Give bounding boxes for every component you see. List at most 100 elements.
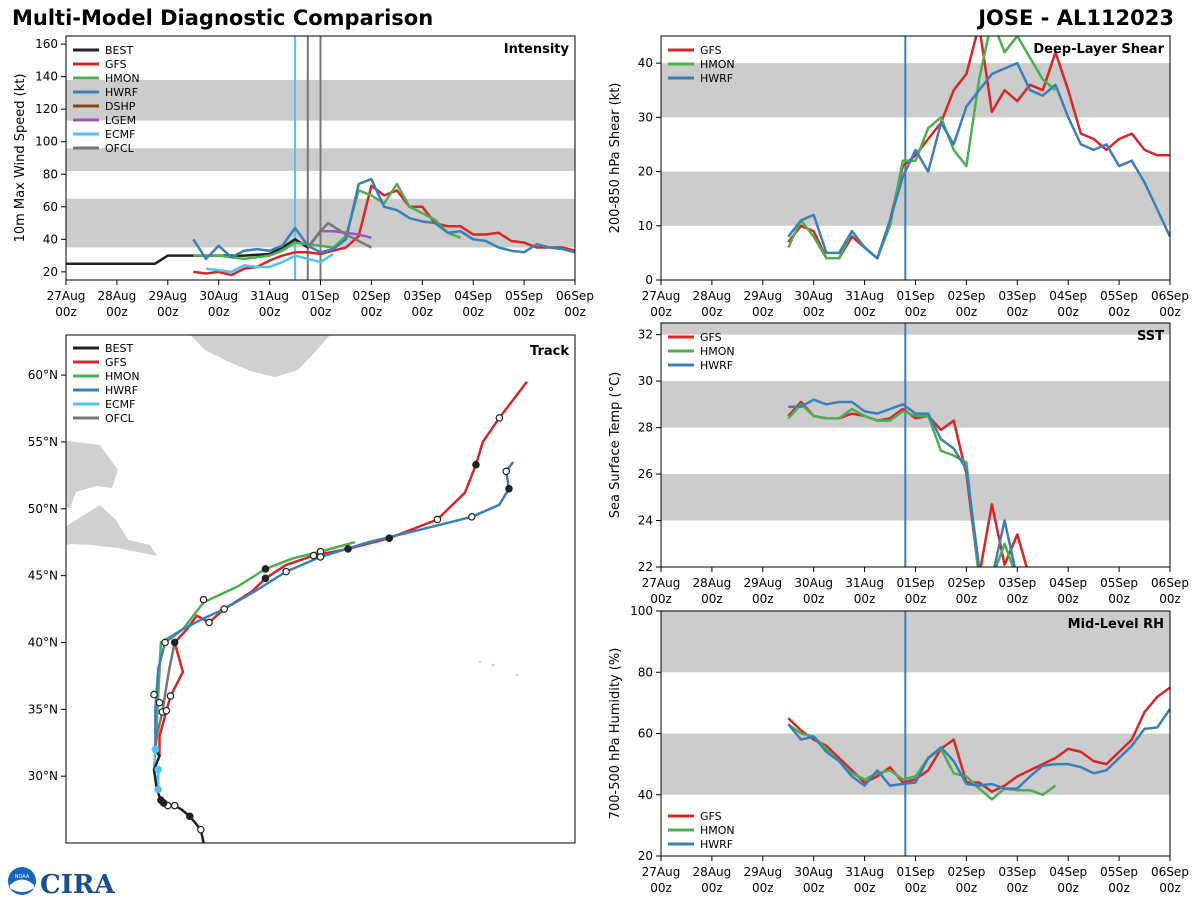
intensity-legend-label-ofcl: OFCL — [105, 142, 135, 155]
intensity-xtick-label: 28Aug — [98, 289, 137, 303]
shear-ytick-label: 40 — [638, 56, 653, 70]
sst-xtick-label: 02Sep — [947, 576, 985, 590]
sst-legend-label-hmon: HMON — [700, 345, 735, 358]
track-marker-hwrf — [316, 553, 325, 561]
shear-xtick-label-time: 00z — [803, 305, 825, 319]
shear-xtick-label: 28Aug — [693, 289, 732, 303]
track-legend-label-best: BEST — [105, 342, 133, 355]
intensity-title: Intensity — [504, 42, 570, 57]
shear-xtick-label-time: 00z — [1108, 305, 1130, 319]
intensity-ytick-label: 60 — [43, 200, 58, 214]
shear-legend-label-hmon: HMON — [700, 58, 735, 71]
sst-legend-label-gfs: GFS — [700, 331, 722, 344]
sst-xtick-label-time: 00z — [1159, 592, 1181, 606]
rh-xtick-label-time: 00z — [854, 881, 876, 895]
track-lat-label: 40°N — [28, 635, 58, 649]
sst-xtick-label-time: 00z — [956, 592, 978, 606]
rh-band — [661, 733, 1170, 795]
shear-ytick-label: 20 — [638, 165, 653, 179]
track-legend-label-hmon: HMON — [105, 370, 140, 383]
land-azores-3 — [515, 673, 519, 677]
sst-ytick-label: 28 — [638, 421, 653, 435]
land-newfoundland — [66, 440, 118, 508]
intensity-ytick-label: 80 — [43, 167, 58, 181]
sst-title: SST — [1137, 329, 1164, 344]
sst-ytick-label: 26 — [638, 467, 653, 481]
intensity-xtick-label: 30Aug — [199, 289, 238, 303]
track-marker-best — [157, 796, 165, 805]
sst-band — [661, 381, 1170, 428]
sst-ytick-label: 30 — [638, 374, 653, 388]
rh-band — [661, 611, 1170, 673]
shear-xtick-label: 05Sep — [1100, 289, 1138, 303]
land-nova-scotia — [66, 505, 157, 556]
shear-ytick-label: 0 — [645, 273, 653, 287]
shear-xtick-label-time: 00z — [905, 305, 927, 319]
shear-legend-label-hwrf: HWRF — [700, 72, 733, 85]
sst-xtick-label: 05Sep — [1100, 576, 1138, 590]
sst-xtick-label-time: 00z — [701, 592, 723, 606]
rh-xtick-label-time: 00z — [650, 881, 672, 895]
track-marker-ofcl — [155, 698, 164, 707]
shear-band — [661, 171, 1170, 226]
track-legend-label-ofcl: OFCL — [105, 412, 135, 425]
track-legend-label-hwrf: HWRF — [105, 384, 138, 397]
track-marker-gfs — [166, 692, 175, 700]
rh-xtick-label: 05Sep — [1100, 865, 1138, 879]
shear-xtick-label-time: 00z — [1057, 305, 1079, 319]
shear-xtick-label: 29Aug — [743, 289, 782, 303]
intensity-plot-area — [66, 36, 575, 280]
track-line-gfs — [158, 381, 528, 757]
track-marker-gfs — [205, 618, 213, 627]
track-marker-gfs — [309, 551, 318, 560]
intensity-xtick-label: 02Sep — [352, 289, 390, 303]
track-marker-ecmf — [154, 765, 162, 774]
intensity-legend-label-dshp: DSHP — [105, 100, 136, 113]
track-marker-hmon — [261, 565, 270, 573]
intensity-ytick-label: 120 — [35, 102, 58, 116]
track-line-hmon — [154, 540, 356, 750]
shear-xtick-label-time: 00z — [752, 305, 774, 319]
intensity-xtick-label: 27Aug — [47, 289, 86, 303]
intensity-ytick-label: 140 — [35, 70, 58, 84]
rh-legend-label-hwrf: HWRF — [700, 838, 733, 851]
rh-legend-label-hmon: HMON — [700, 824, 735, 837]
rh-series-hwrf — [787, 708, 1170, 790]
sst-xtick-label-time: 00z — [1007, 592, 1029, 606]
rh-xtick-label: 04Sep — [1049, 865, 1087, 879]
shear-series-gfs — [787, 36, 1170, 260]
track-lat-label: 60°N — [28, 368, 58, 382]
rh-ytick-label: 80 — [638, 665, 653, 679]
intensity-xtick-label-time: 00z — [564, 305, 586, 319]
track-marker-hwrf — [282, 567, 290, 576]
sst-frame — [660, 322, 1171, 568]
track-line-hwrf — [154, 461, 515, 750]
rh-xtick-label: 28Aug — [693, 865, 732, 879]
sst-panel: 22 24 26 28 30 32 27Aug 00z 28Aug 00z 29Aug 00z 30Au… — [608, 322, 1189, 606]
intensity-legend-label-gfs: GFS — [105, 58, 127, 71]
shear-legend-label-gfs: GFS — [700, 44, 722, 57]
intensity-xtick-label-time: 00z — [310, 305, 332, 319]
sst-xtick-label: 06Sep — [1151, 576, 1189, 590]
track-marker-best — [197, 825, 205, 834]
sst-xtick-label: 01Sep — [897, 576, 935, 590]
intensity-xtick-label: 03Sep — [403, 289, 441, 303]
sst-xtick-label-time: 00z — [854, 592, 876, 606]
track-marker-ofcl — [162, 706, 171, 715]
sst-series-hmon — [787, 403, 1015, 567]
sst-band — [661, 323, 1170, 335]
sst-plot-area — [661, 323, 1170, 567]
rh-xtick-label-time: 00z — [1108, 881, 1130, 895]
page-title: Multi-Model Diagnostic Comparison — [12, 6, 434, 30]
rh-xtick-label-time: 00z — [1007, 881, 1029, 895]
intensity-xtick-label-time: 00z — [157, 305, 179, 319]
shear-xtick-label-time: 00z — [650, 305, 672, 319]
sst-xtick-label-time: 00z — [905, 592, 927, 606]
rh-xtick-label-time: 00z — [701, 881, 723, 895]
intensity-ytick-label: 100 — [35, 135, 58, 149]
shear-xtick-label: 03Sep — [998, 289, 1036, 303]
noaa-seal-text: NOAA — [15, 874, 30, 880]
intensity-xtick-label: 05Sep — [505, 289, 543, 303]
sst-xtick-label: 31Aug — [845, 576, 884, 590]
